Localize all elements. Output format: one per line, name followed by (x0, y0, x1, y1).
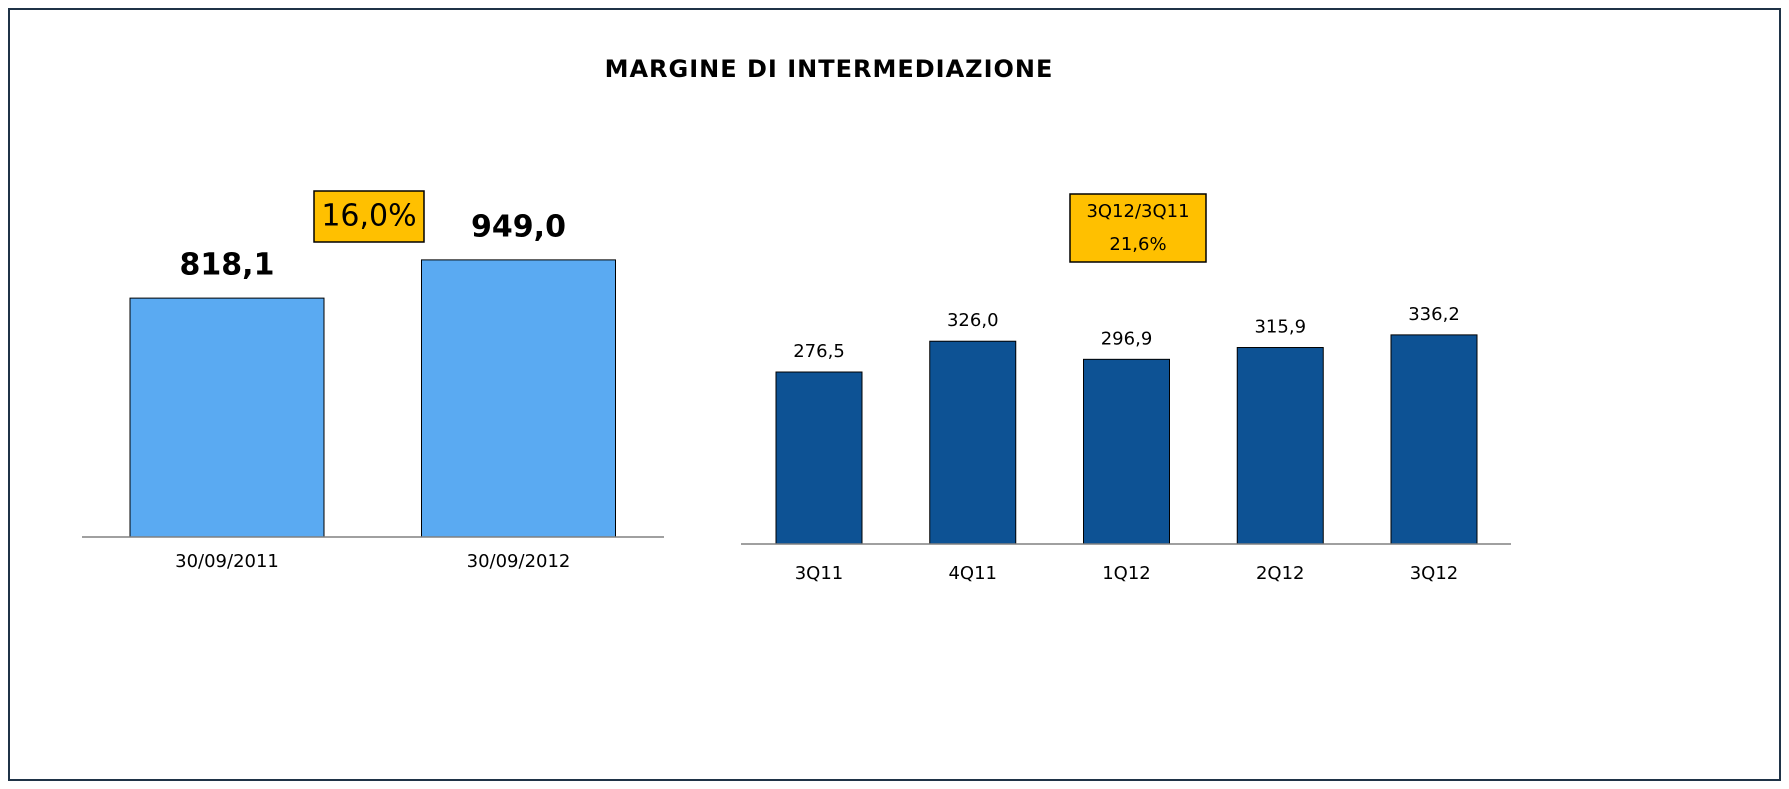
bar (129, 297, 325, 538)
x-tick-label: 3Q11 (795, 563, 844, 584)
value-label: 296,9 (1101, 328, 1153, 349)
annotation: 3Q12/3Q11 (1086, 201, 1189, 222)
bar (775, 371, 863, 545)
x-tick-label: 2Q12 (1256, 563, 1305, 584)
annotation: 21,6% (1109, 234, 1166, 255)
bar (1236, 347, 1324, 545)
value-label: 315,9 (1254, 317, 1306, 338)
x-tick-label: 3Q12 (1410, 563, 1459, 584)
value-label: 276,5 (793, 341, 845, 362)
x-tick-label: 30/09/2011 (175, 551, 279, 572)
chart-title: MARGINE DI INTERMEDIAZIONE (605, 55, 1054, 83)
bar (1083, 358, 1170, 545)
x-tick-label: 4Q11 (948, 563, 997, 584)
annotation: 16,0% (321, 199, 416, 234)
x-tick-label: 1Q12 (1102, 563, 1151, 584)
annotation-box (313, 190, 425, 243)
value-label: 326,0 (947, 310, 999, 331)
value-label: 949,0 (471, 209, 566, 244)
bar (421, 259, 616, 538)
bar (929, 340, 1017, 545)
annotation-box (1069, 193, 1207, 263)
value-label: 336,2 (1408, 304, 1460, 325)
x-tick-label: 30/09/2012 (467, 551, 571, 572)
bar (1390, 334, 1478, 545)
value-label: 818,1 (180, 248, 275, 283)
